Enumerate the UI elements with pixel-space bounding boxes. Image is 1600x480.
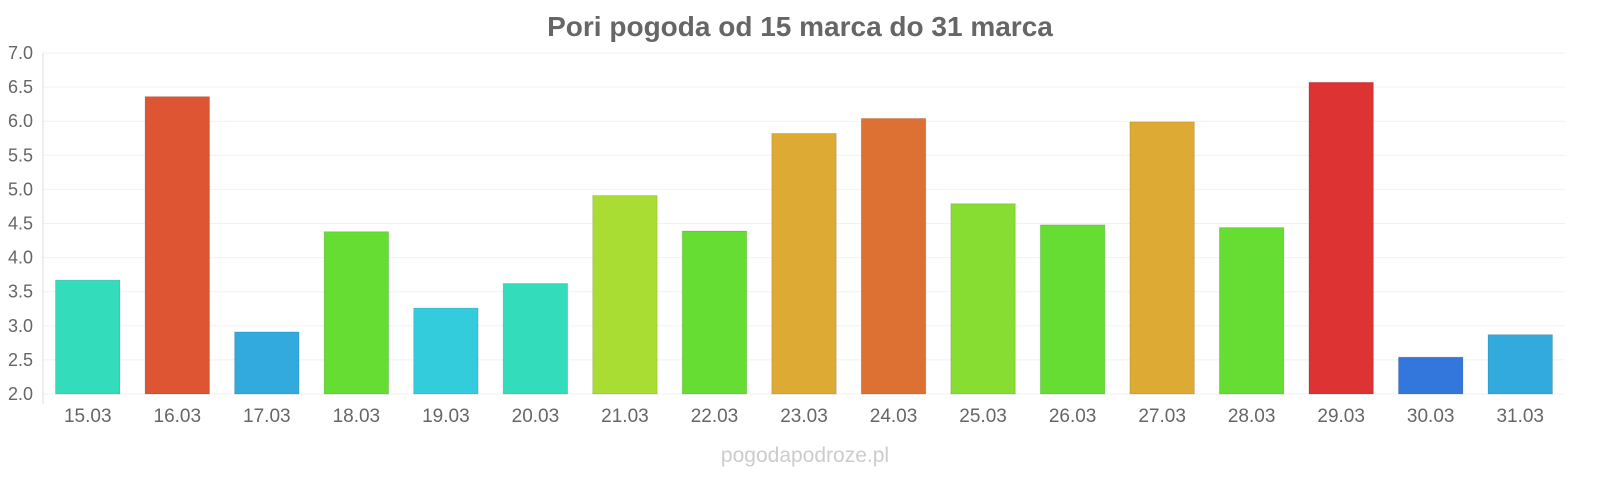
bar-16.03 <box>144 96 211 395</box>
y-tick-label: 2.5 <box>8 350 33 370</box>
x-tick-label: 23.03 <box>780 406 828 427</box>
bar-28.03 <box>1218 227 1285 395</box>
x-tick-label: 22.03 <box>691 406 739 427</box>
x-tick-label: 20.03 <box>512 406 560 427</box>
bar-31.03 <box>1487 334 1553 395</box>
bar-22.03 <box>681 230 748 395</box>
x-tick-label: 24.03 <box>870 406 918 427</box>
x-axis-ticks: 15.03 16.03 17.03 18.03 19.03 20.03 21.03 22.03… <box>64 406 1544 427</box>
y-tick-label: 6.5 <box>8 77 33 97</box>
x-tick-label: 18.03 <box>333 406 381 427</box>
x-tick-label: 21.03 <box>601 406 649 427</box>
chart-title: Pori pogoda od 15 marca do 31 marca <box>547 11 1053 42</box>
y-tick-label: 3.5 <box>8 282 33 302</box>
bar-17.03 <box>234 331 300 395</box>
bar-21.03 <box>592 195 658 395</box>
x-tick-label: 28.03 <box>1228 406 1276 427</box>
bar-15.03 <box>55 279 121 395</box>
x-tick-label: 26.03 <box>1049 406 1097 427</box>
bar-24.03 <box>860 117 927 395</box>
bar-20.03 <box>502 283 569 395</box>
bar-26.03 <box>1039 224 1106 395</box>
y-tick-label: 7.0 <box>8 43 33 63</box>
bar-18.03 <box>323 231 390 395</box>
bar-27.03 <box>1129 121 1195 395</box>
bar-29.03 <box>1308 81 1374 395</box>
watermark: pogodapodroze.pl <box>721 444 889 467</box>
y-tick-label: 4.0 <box>8 248 33 268</box>
x-tick-label: 15.03 <box>64 406 112 427</box>
x-tick-label: 29.03 <box>1317 406 1365 427</box>
y-tick-label: 6.0 <box>8 111 33 131</box>
y-tick-label: 4.5 <box>8 214 33 234</box>
x-tick-label: 30.03 <box>1407 406 1455 427</box>
x-tick-label: 27.03 <box>1138 406 1186 427</box>
y-tick-label: 2.0 <box>8 384 33 404</box>
y-axis-ticks: 2.0 2.5 3.0 3.5 4.0 4.5 5.0 5.5 6.0 6.5 7.0 <box>8 43 33 404</box>
x-tick-label: 16.03 <box>154 406 202 427</box>
bars <box>55 81 1553 395</box>
y-tick-label: 5.0 <box>8 179 33 199</box>
y-tick-label: 3.0 <box>8 316 33 336</box>
bar-23.03 <box>771 132 837 395</box>
x-tick-label: 17.03 <box>243 406 291 427</box>
bar-25.03 <box>950 203 1016 395</box>
bar-19.03 <box>413 307 479 395</box>
bar-30.03 <box>1397 356 1464 395</box>
x-tick-label: 25.03 <box>959 406 1007 427</box>
x-tick-label: 31.03 <box>1496 406 1544 427</box>
x-tick-label: 19.03 <box>422 406 470 427</box>
y-tick-label: 5.5 <box>8 145 33 165</box>
